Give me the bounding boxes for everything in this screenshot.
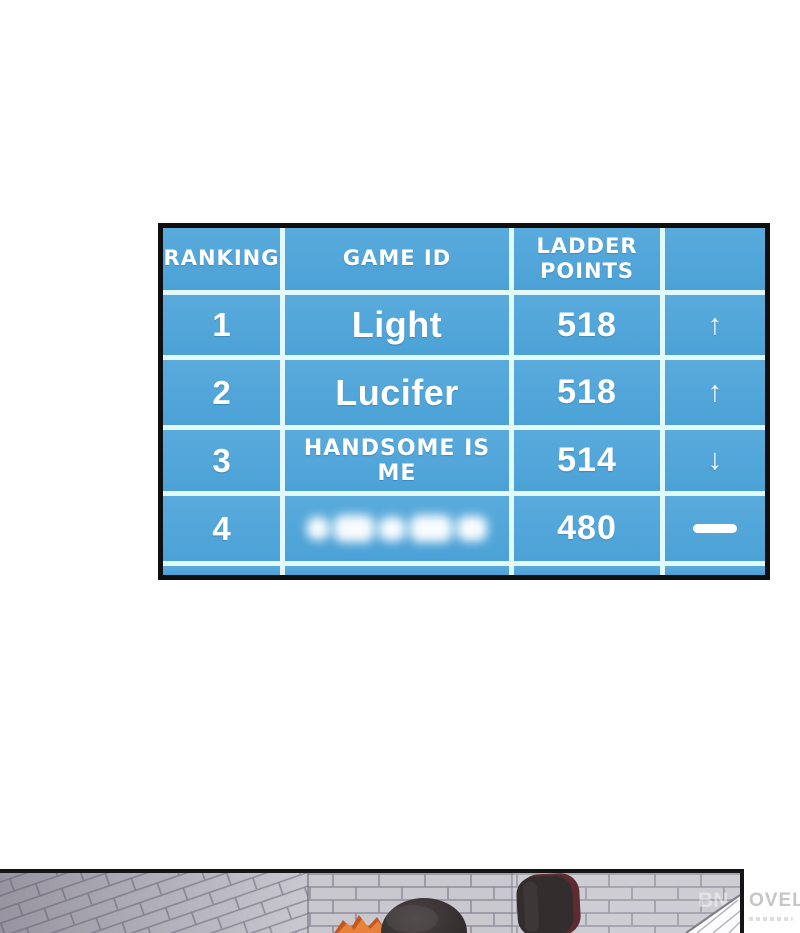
trend-up-icon: ↑ — [665, 295, 765, 355]
points-value: 514 — [514, 430, 660, 491]
points-value: 518 — [514, 295, 660, 355]
chair-back — [381, 898, 467, 933]
white-corner-wedge — [685, 894, 740, 933]
blurred-name-blobs — [307, 515, 487, 542]
game-id-value: Light — [285, 295, 509, 355]
watermark-overlap-text: BN — [698, 889, 728, 912]
game-id-value: Lucifer — [285, 360, 509, 425]
trend-unchanged-icon — [665, 496, 765, 561]
col-header-ladder-points: LADDER POINTS — [514, 228, 660, 290]
points-value: 480 — [514, 496, 660, 561]
trend-up-icon: ↑ — [665, 360, 765, 425]
perspective-brick-wall — [0, 873, 308, 933]
rank-value: 4 — [163, 496, 280, 561]
watermark: OVEL — [749, 890, 800, 927]
points-value: 518 — [514, 360, 660, 425]
rank-value: 1 — [163, 295, 280, 355]
col-header-game-id: GAME ID — [285, 228, 509, 290]
rank-value: 2 — [163, 360, 280, 425]
rank-value: 3 — [163, 430, 280, 491]
col-header-ranking: RANKING — [163, 228, 280, 290]
dash-icon — [693, 524, 737, 533]
watermark-tagline — [749, 917, 793, 921]
trend-down-icon: ↓ — [665, 430, 765, 491]
bottom-comic-panel: BN — [0, 869, 744, 933]
censored-game-id — [285, 496, 509, 561]
col-header-trend — [665, 228, 765, 290]
tall-chair-back — [516, 873, 581, 933]
ladder-ranking-table: RANKING GAME ID LADDER POINTS 1 Light 51… — [158, 223, 770, 580]
panel-artwork: BN — [0, 873, 740, 933]
game-id-value: HANDSOME IS ME — [285, 430, 509, 491]
watermark-text: OVEL — [749, 890, 800, 911]
